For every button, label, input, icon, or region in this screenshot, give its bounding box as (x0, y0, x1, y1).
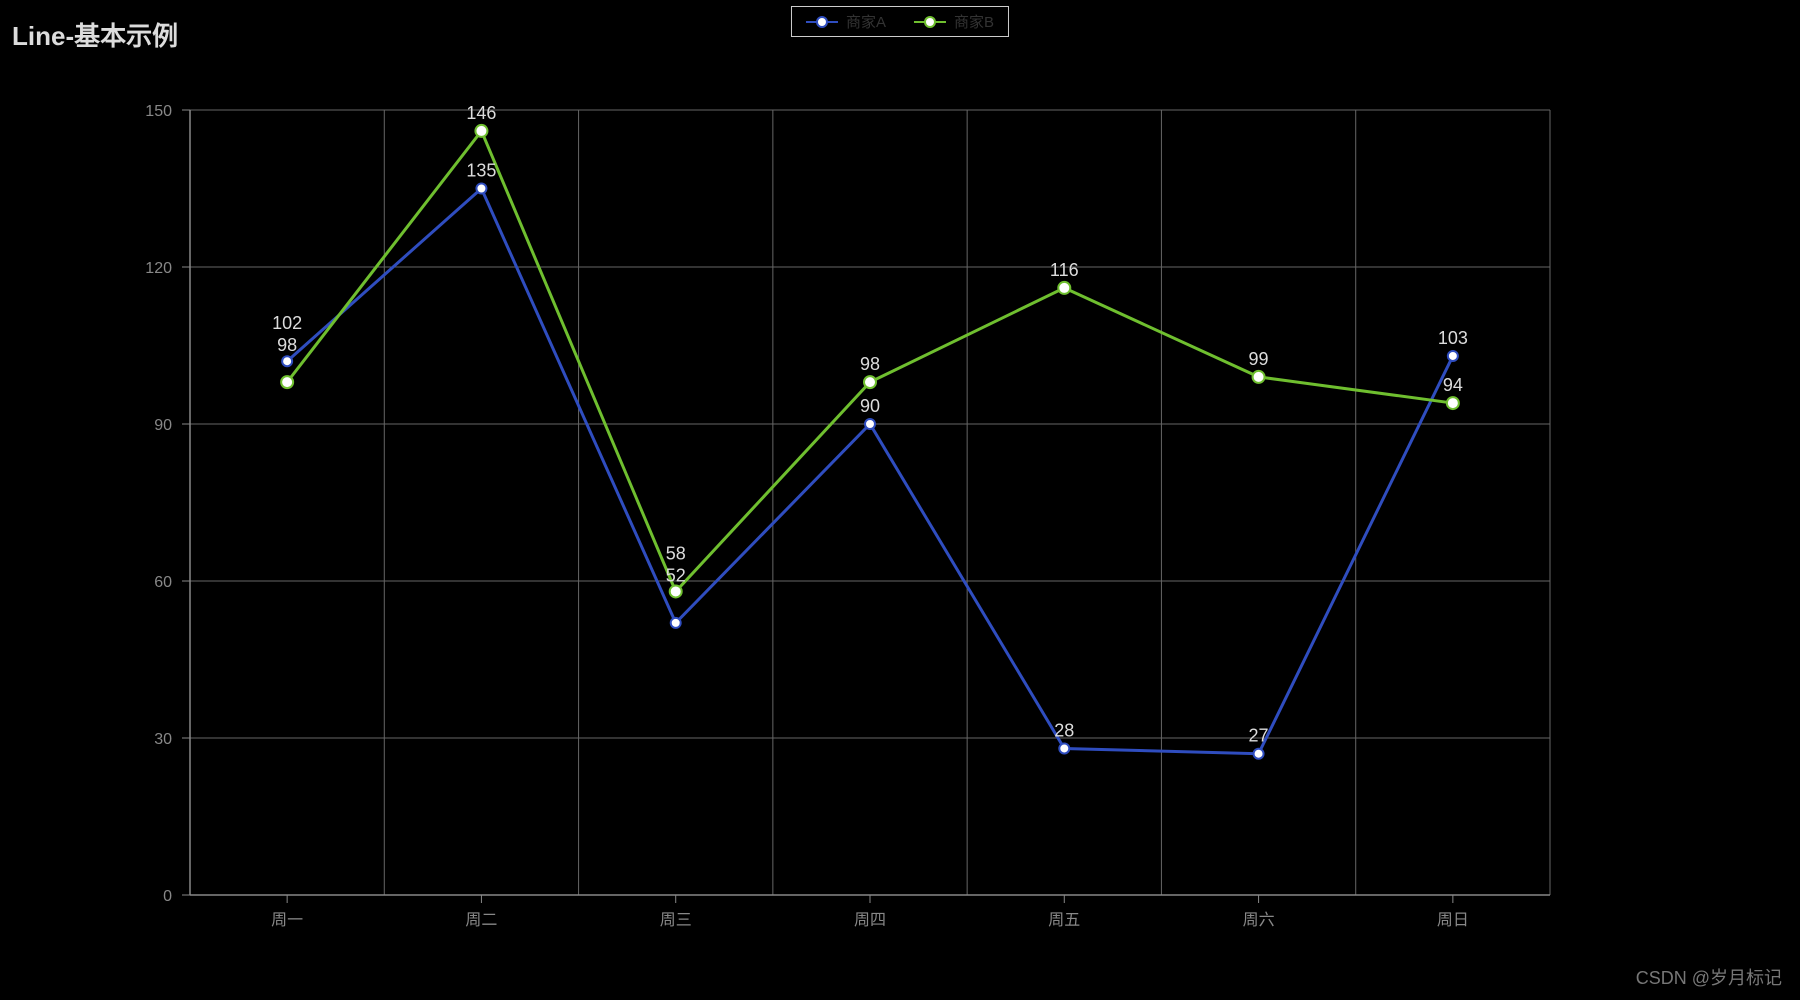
svg-text:146: 146 (466, 103, 496, 123)
svg-text:周一: 周一 (271, 912, 303, 929)
svg-text:116: 116 (1050, 260, 1079, 280)
line-chart: 0306090120150周一周二周三周四周五周六周日1029814613558… (0, 0, 1800, 1000)
svg-text:99: 99 (1249, 349, 1269, 369)
svg-text:98: 98 (860, 354, 880, 374)
svg-text:102: 102 (272, 313, 302, 333)
svg-text:58: 58 (666, 543, 686, 563)
svg-text:周六: 周六 (1243, 911, 1275, 929)
svg-text:27: 27 (1249, 726, 1269, 746)
svg-text:94: 94 (1443, 375, 1463, 395)
svg-text:周三: 周三 (660, 912, 692, 929)
svg-text:103: 103 (1438, 328, 1468, 348)
svg-text:28: 28 (1054, 720, 1074, 740)
svg-text:60: 60 (154, 574, 172, 591)
svg-text:90: 90 (154, 417, 172, 434)
svg-text:150: 150 (145, 103, 172, 120)
svg-text:周五: 周五 (1048, 912, 1080, 929)
svg-text:120: 120 (145, 260, 172, 277)
svg-text:90: 90 (860, 396, 880, 416)
watermark: CSDN @岁月标记 (1636, 964, 1782, 990)
svg-text:周四: 周四 (854, 912, 886, 929)
svg-text:135: 135 (466, 161, 496, 181)
svg-text:周日: 周日 (1437, 912, 1469, 929)
svg-text:周二: 周二 (465, 912, 497, 929)
svg-text:52: 52 (666, 565, 686, 585)
svg-text:0: 0 (163, 888, 172, 905)
svg-text:30: 30 (154, 731, 172, 748)
svg-text:98: 98 (277, 335, 297, 355)
